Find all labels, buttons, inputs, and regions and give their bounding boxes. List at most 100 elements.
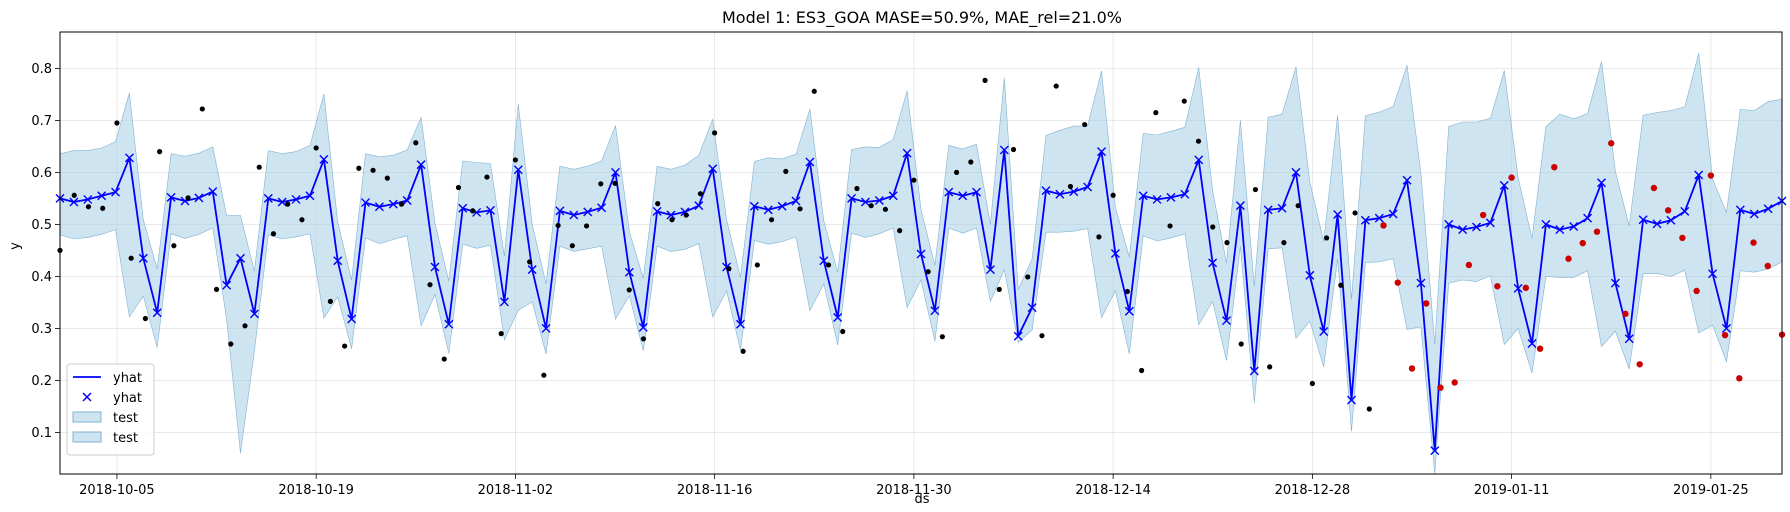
yhat-marker — [1458, 225, 1468, 235]
actual-point — [484, 174, 490, 180]
actual-point — [470, 208, 476, 214]
actual-point — [1224, 240, 1230, 246]
test-point — [1721, 331, 1729, 339]
actual-point — [1082, 121, 1088, 128]
yhat-marker — [541, 323, 551, 333]
yhat-marker — [1708, 269, 1718, 279]
test-point — [1536, 345, 1544, 352]
yhat-marker — [1055, 189, 1065, 199]
actual-point — [313, 145, 319, 151]
yhat-marker — [1277, 203, 1287, 213]
actual-point — [1309, 380, 1315, 387]
yhat-marker — [1138, 191, 1148, 201]
legend-patch-swatch — [72, 411, 102, 423]
test-point — [1750, 239, 1757, 246]
yhat-marker — [763, 205, 773, 215]
yhat-marker — [166, 192, 176, 202]
legend-label: test — [113, 431, 138, 446]
actual-point — [427, 282, 433, 288]
yhat-marker — [1624, 334, 1634, 344]
yhat-marker — [638, 322, 648, 332]
yhat-marker — [236, 253, 246, 263]
test-point — [1622, 310, 1629, 318]
test-point — [1508, 174, 1515, 181]
actual-point — [1195, 138, 1202, 144]
actual-point — [413, 140, 419, 146]
yhat-marker — [222, 280, 232, 290]
test-point — [1693, 287, 1700, 295]
x-tick-label: 2018-10-05 — [79, 483, 155, 498]
actual-point — [626, 287, 632, 293]
actual-point — [868, 203, 874, 209]
x-tick-label: 2019-01-25 — [1673, 483, 1749, 498]
actual-point — [840, 328, 846, 335]
actual-point — [825, 262, 832, 268]
yhat-marker — [1499, 180, 1509, 190]
y-tick-label: 0.4 — [31, 270, 52, 285]
actual-point — [712, 130, 718, 136]
actual-point — [128, 255, 134, 261]
y-tick-label: 0.6 — [31, 166, 52, 181]
test-point — [1465, 261, 1473, 269]
test-point — [1494, 283, 1501, 290]
actual-point — [256, 164, 262, 170]
yhat-marker — [1721, 323, 1731, 333]
actual-point — [1053, 83, 1059, 89]
yhat-marker — [791, 196, 801, 206]
test-point — [1551, 164, 1558, 171]
actual-point — [270, 231, 277, 237]
actual-point — [598, 181, 604, 187]
actual-point — [1238, 341, 1244, 347]
legend-marker-swatch — [82, 392, 92, 402]
actual-point — [968, 159, 974, 165]
actual-point — [356, 165, 362, 171]
yhat-marker — [1027, 303, 1037, 313]
yhat-marker — [416, 160, 426, 170]
test-point — [1636, 361, 1643, 368]
yhat-marker — [1194, 155, 1204, 165]
yhat-marker — [1222, 316, 1232, 326]
test-point — [1707, 172, 1715, 179]
actual-point — [882, 206, 889, 212]
yhat-marker — [1388, 209, 1398, 219]
actual-point — [299, 217, 305, 223]
yhat-marker — [361, 198, 371, 208]
actual-point — [384, 175, 390, 181]
test-point — [1479, 211, 1487, 219]
actual-point — [939, 334, 945, 340]
yhat-marker — [1596, 178, 1606, 188]
yhat-marker — [486, 205, 495, 215]
actual-point — [1352, 210, 1358, 216]
test-point — [1437, 384, 1444, 391]
yhat-marker — [735, 319, 745, 329]
yhat-marker — [124, 153, 134, 163]
yhat-marker — [1360, 215, 1370, 225]
yhat-marker — [972, 187, 982, 197]
actual-point — [640, 336, 647, 342]
yhat-marker — [305, 191, 315, 201]
yhat-marker — [111, 187, 121, 197]
x-tick-label: 2019-01-11 — [1474, 483, 1550, 498]
yhat-marker — [610, 167, 620, 177]
test-point — [1764, 262, 1771, 270]
yhat-marker — [1097, 147, 1107, 157]
yhat-marker — [1763, 204, 1773, 214]
actual-point — [1025, 274, 1031, 280]
actual-point — [754, 262, 760, 268]
actual-point — [285, 201, 291, 207]
actual-point — [1110, 192, 1116, 198]
actual-point — [398, 201, 405, 207]
y-tick-label: 0.5 — [31, 218, 52, 233]
test-points — [1380, 140, 1786, 391]
x-axis-label: ds — [914, 492, 929, 507]
yhat-marker — [1333, 210, 1343, 220]
yhat-marker — [458, 203, 468, 213]
yhat-marker — [694, 201, 704, 211]
actual-point — [157, 149, 163, 155]
actual-point — [370, 167, 376, 173]
test-point — [1408, 365, 1416, 372]
test-point — [1522, 284, 1530, 292]
actual-point — [1010, 146, 1017, 153]
y-axis-label: y — [8, 242, 23, 250]
yhat-marker — [1583, 213, 1593, 223]
